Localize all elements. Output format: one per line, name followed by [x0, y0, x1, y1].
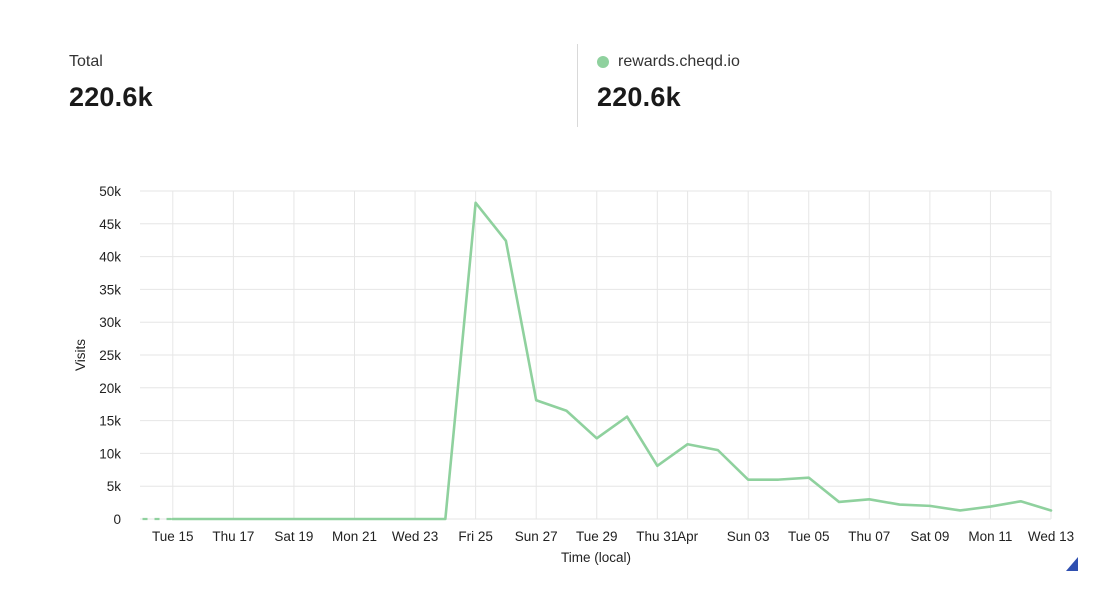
data-point[interactable] — [1048, 507, 1054, 513]
data-point[interactable] — [230, 516, 236, 522]
x-axis: Tue 15 Thu 17 Sat 19 Mon 21 Wed 23 Fri 25 Sun … — [152, 529, 1074, 544]
x-tick-label: Wed 13 — [1028, 529, 1074, 544]
data-point[interactable] — [866, 496, 872, 502]
stat-divider — [577, 44, 578, 127]
data-point[interactable] — [170, 516, 176, 522]
y-tick-label: 30k — [99, 315, 121, 330]
x-tick-label: Wed 23 — [392, 529, 438, 544]
y-axis: 0 5k 10k 15k 20k 25k 30k 35k 40k 45k 50k — [99, 184, 121, 527]
total-label: Total — [69, 53, 103, 70]
data-point[interactable] — [442, 516, 448, 522]
y-tick-label: 35k — [99, 282, 121, 297]
x-tick-label: Mon 11 — [968, 529, 1012, 544]
total-value: 220.6k — [69, 82, 153, 112]
x-tick-label: Tue 05 — [788, 529, 830, 544]
series-value: 220.6k — [597, 82, 681, 112]
x-tick-label: Thu 31 — [636, 529, 678, 544]
total-stat: Total 220.6k — [69, 52, 153, 113]
series-label: rewards.cheqd.io — [618, 53, 740, 70]
data-point[interactable] — [836, 499, 842, 505]
x-tick-label: Mon 21 — [332, 529, 377, 544]
y-tick-label: 5k — [107, 479, 122, 494]
data-point[interactable] — [291, 516, 297, 522]
data-point[interactable] — [473, 200, 479, 206]
data-point[interactable] — [624, 414, 630, 420]
series-color-dot — [597, 56, 609, 68]
chart-grid — [140, 190, 1052, 520]
corner-marker-icon — [1066, 557, 1078, 571]
data-point[interactable] — [806, 475, 812, 481]
x-tick-label: Fri 25 — [458, 529, 493, 544]
data-point[interactable] — [775, 477, 781, 483]
data-point[interactable] — [412, 516, 418, 522]
data-point[interactable] — [594, 435, 600, 441]
x-tick-label: Sat 09 — [910, 529, 949, 544]
x-tick-label: Sun 03 — [727, 529, 770, 544]
data-point[interactable] — [382, 516, 388, 522]
series-layer — [142, 200, 1054, 522]
y-tick-label: 20k — [99, 381, 121, 396]
y-tick-label: 0 — [113, 512, 121, 527]
x-tick-label: Thu 17 — [212, 529, 254, 544]
y-tick-label: 50k — [99, 184, 121, 199]
data-point[interactable] — [563, 408, 569, 414]
data-point[interactable] — [1018, 498, 1024, 504]
stats-header: Total 220.6k rewards.cheqd.io 220.6k — [0, 0, 1118, 140]
data-point[interactable] — [745, 477, 751, 483]
x-tick-label: Apr — [677, 529, 699, 544]
data-point[interactable] — [957, 507, 963, 513]
data-point[interactable] — [533, 397, 539, 403]
data-point[interactable] — [503, 238, 509, 244]
series-line[interactable] — [171, 201, 1053, 521]
series-stat[interactable]: rewards.cheqd.io 220.6k — [597, 52, 740, 113]
y-tick-label: 45k — [99, 217, 121, 232]
x-tick-label: Sat 19 — [274, 529, 313, 544]
y-tick-label: 25k — [99, 348, 121, 363]
data-point[interactable] — [352, 516, 358, 522]
y-axis-title: Visits — [73, 339, 88, 371]
data-point[interactable] — [200, 516, 206, 522]
data-point[interactable] — [987, 504, 993, 510]
data-point[interactable] — [321, 516, 327, 522]
data-point[interactable] — [685, 441, 691, 447]
data-point[interactable] — [715, 447, 721, 453]
data-point[interactable] — [897, 502, 903, 508]
data-point[interactable] — [927, 503, 933, 509]
y-tick-label: 40k — [99, 250, 121, 265]
x-axis-title: Time (local) — [561, 550, 631, 565]
y-tick-label: 15k — [99, 414, 121, 429]
data-point[interactable] — [261, 516, 267, 522]
x-tick-label: Thu 07 — [848, 529, 890, 544]
x-tick-label: Sun 27 — [515, 529, 558, 544]
data-point[interactable] — [654, 463, 660, 469]
x-tick-label: Tue 29 — [576, 529, 618, 544]
y-tick-label: 10k — [99, 446, 121, 461]
x-tick-label: Tue 15 — [152, 529, 194, 544]
